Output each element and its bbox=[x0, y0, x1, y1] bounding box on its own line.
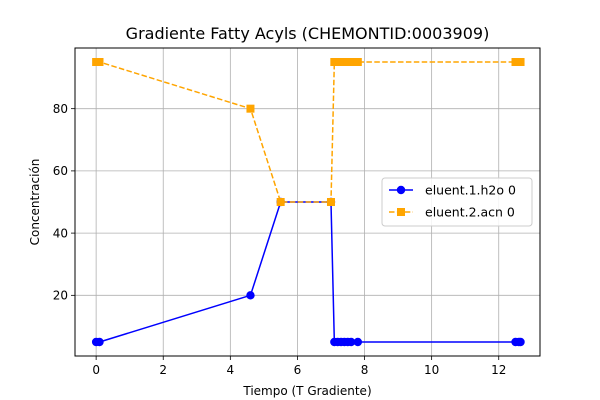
x-tick-label: 4 bbox=[227, 363, 235, 377]
x-tick-label: 2 bbox=[159, 363, 167, 377]
y-axis-title: Concentración bbox=[28, 159, 42, 246]
legend-marker-acn bbox=[397, 208, 405, 216]
chart-title: Gradiente Fatty Acyls (CHEMONTID:0003909… bbox=[126, 24, 490, 43]
legend: eluent.1.h2o 0 eluent.2.acn 0 bbox=[381, 177, 533, 227]
x-tick-label: 6 bbox=[294, 363, 302, 377]
y-tick-label: 80 bbox=[53, 102, 68, 116]
data-point bbox=[95, 337, 104, 347]
legend-label-h2o: eluent.1.h2o 0 bbox=[425, 183, 516, 198]
legend-marker-h2o bbox=[396, 185, 406, 195]
data-point bbox=[346, 337, 356, 347]
data-point bbox=[95, 58, 104, 66]
legend-label-acn: eluent.2.acn 0 bbox=[425, 205, 515, 220]
y-tick-label: 20 bbox=[53, 289, 68, 303]
y-tick-label: 40 bbox=[53, 226, 68, 240]
y-tick-label: 60 bbox=[53, 164, 68, 178]
data-point bbox=[246, 104, 255, 113]
plot-frame bbox=[74, 47, 541, 357]
legend-box bbox=[381, 177, 533, 227]
series-line bbox=[96, 61, 521, 203]
data-point bbox=[246, 291, 255, 300]
data-point bbox=[516, 58, 525, 66]
data-point bbox=[353, 337, 363, 347]
data-point bbox=[516, 337, 525, 347]
data-point bbox=[353, 58, 362, 66]
plot-area bbox=[91, 58, 525, 347]
x-tick-label: 0 bbox=[92, 363, 100, 377]
data-point bbox=[326, 198, 335, 206]
x-tick-label: 12 bbox=[491, 363, 506, 377]
data-point bbox=[347, 58, 356, 66]
series-acn bbox=[92, 58, 525, 206]
x-tick-label: 8 bbox=[361, 363, 369, 377]
x-axis-title: Tiempo (T Gradiente) bbox=[242, 384, 371, 398]
x-tick-label: 10 bbox=[424, 363, 439, 377]
axis-ticks: 0 2 4 6 8 10 12 20 40 60 80 bbox=[53, 102, 507, 377]
data-point bbox=[276, 198, 285, 206]
